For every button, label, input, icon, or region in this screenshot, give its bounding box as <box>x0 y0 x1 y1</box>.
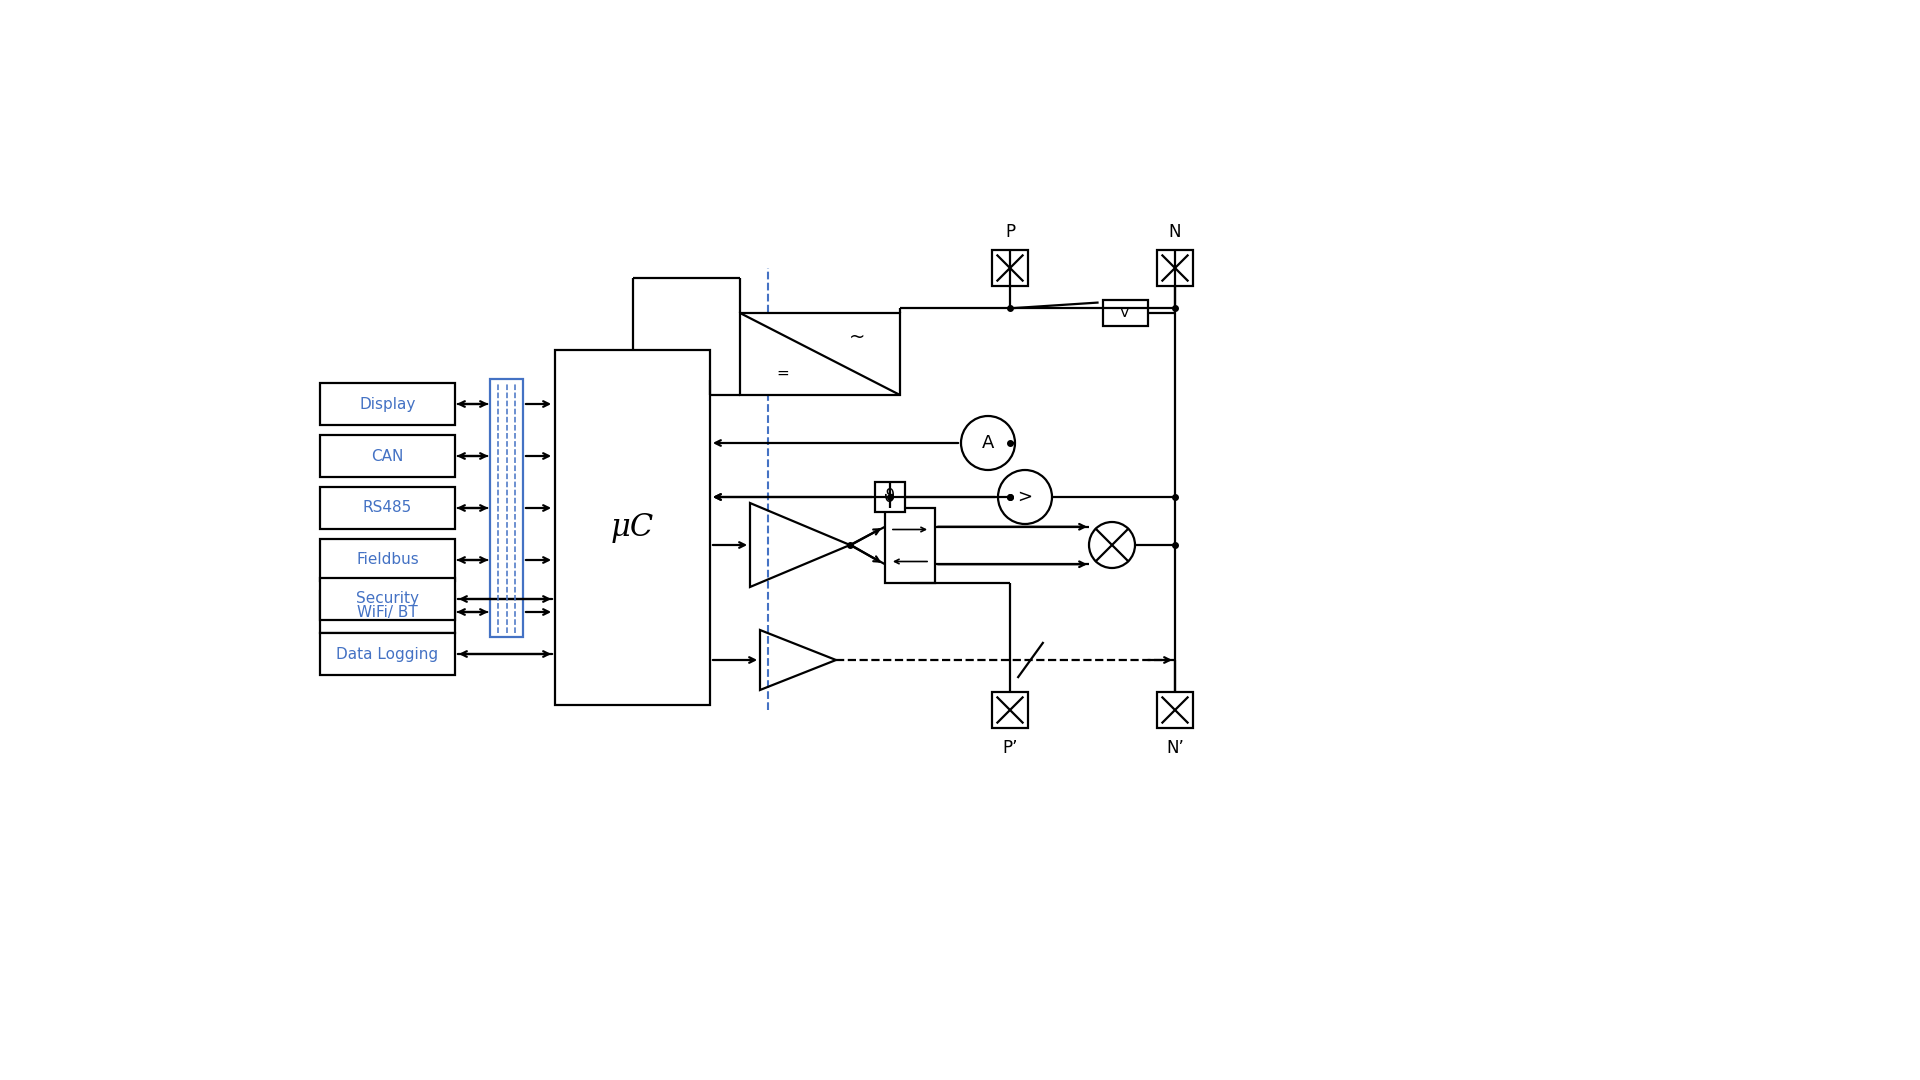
Text: ~: ~ <box>849 328 866 347</box>
Text: ϑ: ϑ <box>885 488 895 507</box>
Bar <box>1158 249 1192 286</box>
Text: μC: μC <box>611 512 655 543</box>
Text: N: N <box>1169 222 1181 241</box>
Bar <box>739 313 900 395</box>
Bar <box>490 379 522 637</box>
Bar <box>321 435 455 477</box>
Bar <box>1158 692 1192 728</box>
Text: P’: P’ <box>1002 739 1018 757</box>
Bar <box>321 487 455 529</box>
Bar <box>1102 300 1148 326</box>
Text: WiFi/ BT: WiFi/ BT <box>357 605 419 620</box>
Text: P: P <box>1004 222 1016 241</box>
Text: Display: Display <box>359 396 417 411</box>
Text: RS485: RS485 <box>363 500 413 515</box>
Bar <box>321 591 455 633</box>
Text: Fieldbus: Fieldbus <box>355 553 419 567</box>
Text: CAN: CAN <box>371 448 403 463</box>
Bar <box>321 578 455 620</box>
Bar <box>993 692 1027 728</box>
Text: >: > <box>1018 488 1033 507</box>
Text: Data Logging: Data Logging <box>336 647 438 661</box>
Bar <box>321 633 455 675</box>
Bar <box>555 350 710 705</box>
Bar <box>885 508 935 583</box>
Bar <box>321 539 455 581</box>
Text: V: V <box>1119 306 1129 320</box>
Bar <box>993 249 1027 286</box>
Text: N’: N’ <box>1165 739 1185 757</box>
Bar <box>876 482 904 512</box>
Text: =: = <box>778 365 789 380</box>
Bar <box>321 383 455 426</box>
Text: A: A <box>981 434 995 453</box>
Text: Security: Security <box>355 592 419 607</box>
